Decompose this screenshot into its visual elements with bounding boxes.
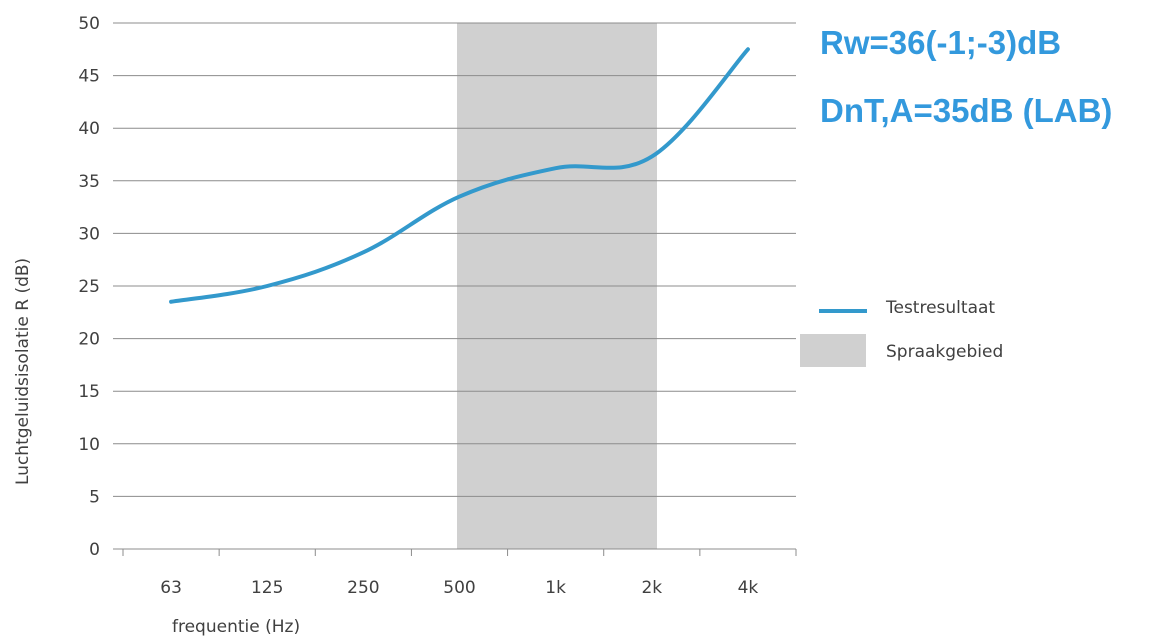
y-tick-label: 30 bbox=[78, 224, 100, 244]
x-axis: 63 125 250 500 1k 2k 4k bbox=[113, 548, 797, 598]
x-tick-label: 125 bbox=[251, 578, 283, 598]
y-axis-title: Luchtgeluidsisolatie R (dB) bbox=[13, 258, 33, 485]
legend-label-spraakgebied: Spraakgebied bbox=[886, 342, 1003, 362]
y-tick-label: 10 bbox=[78, 435, 100, 455]
y-tick-label: 5 bbox=[89, 487, 100, 507]
x-tick-label: 63 bbox=[160, 578, 182, 598]
y-tick-label: 45 bbox=[78, 67, 100, 87]
x-tick-label: 4k bbox=[738, 578, 759, 598]
grid bbox=[113, 22, 796, 497]
dnta-annotation: DnT,A=35dB (LAB) bbox=[820, 92, 1112, 129]
y-tick-label: 50 bbox=[78, 14, 100, 34]
y-tick-label: 0 bbox=[89, 540, 100, 560]
y-tick-label: 25 bbox=[78, 277, 100, 297]
y-tick-label: 35 bbox=[78, 172, 100, 192]
y-tick-label: 40 bbox=[78, 119, 100, 139]
x-tick-label: 250 bbox=[347, 578, 379, 598]
series-line-testresultaat bbox=[169, 47, 750, 304]
y-tick-label: 15 bbox=[78, 382, 100, 402]
y-axis: 0 5 10 15 20 25 30 35 40 45 50 bbox=[78, 14, 100, 560]
legend-label-testresultaat: Testresultaat bbox=[885, 298, 995, 318]
x-axis-title: frequentie (Hz) bbox=[172, 617, 300, 637]
x-tick-label: 1k bbox=[545, 578, 566, 598]
x-tick-label: 500 bbox=[443, 578, 475, 598]
legend: Testresultaat Spraakgebied bbox=[800, 298, 1003, 367]
legend-region-swatch bbox=[800, 334, 866, 367]
rw-annotation: Rw=36(-1;-3)dB bbox=[820, 24, 1061, 61]
x-tick-label: 2k bbox=[641, 578, 662, 598]
y-tick-label: 20 bbox=[78, 330, 100, 350]
series-layer bbox=[169, 47, 750, 304]
